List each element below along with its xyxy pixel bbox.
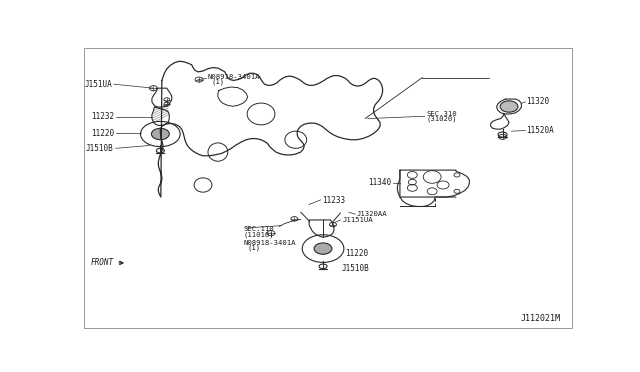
- Text: 11320: 11320: [527, 97, 550, 106]
- Ellipse shape: [314, 243, 332, 254]
- Text: J1320AA: J1320AA: [356, 211, 387, 217]
- Text: 11232: 11232: [92, 112, 115, 121]
- Text: (11010): (11010): [244, 231, 275, 237]
- Text: SEC.110: SEC.110: [244, 227, 275, 232]
- Text: SEC.310: SEC.310: [426, 111, 457, 117]
- Ellipse shape: [152, 128, 169, 140]
- Text: J151UA: J151UA: [84, 80, 112, 89]
- Text: 11233: 11233: [322, 196, 345, 205]
- Text: 11220: 11220: [92, 129, 115, 138]
- Text: J1510B: J1510B: [86, 144, 114, 153]
- Text: 11340: 11340: [369, 178, 392, 187]
- Text: N08918-3401A: N08918-3401A: [244, 240, 296, 246]
- Text: 11220: 11220: [346, 248, 369, 258]
- Text: J1510B: J1510B: [342, 264, 370, 273]
- Text: (31020): (31020): [426, 115, 457, 122]
- Text: N08918-3401A: N08918-3401A: [208, 74, 260, 80]
- Ellipse shape: [500, 101, 518, 112]
- Text: (1): (1): [248, 244, 260, 251]
- Text: J112021M: J112021M: [520, 314, 560, 323]
- Text: (1): (1): [211, 78, 225, 84]
- Text: 11520A: 11520A: [527, 126, 554, 135]
- Text: J1151UA: J1151UA: [343, 217, 374, 223]
- Text: FRONT: FRONT: [91, 259, 114, 267]
